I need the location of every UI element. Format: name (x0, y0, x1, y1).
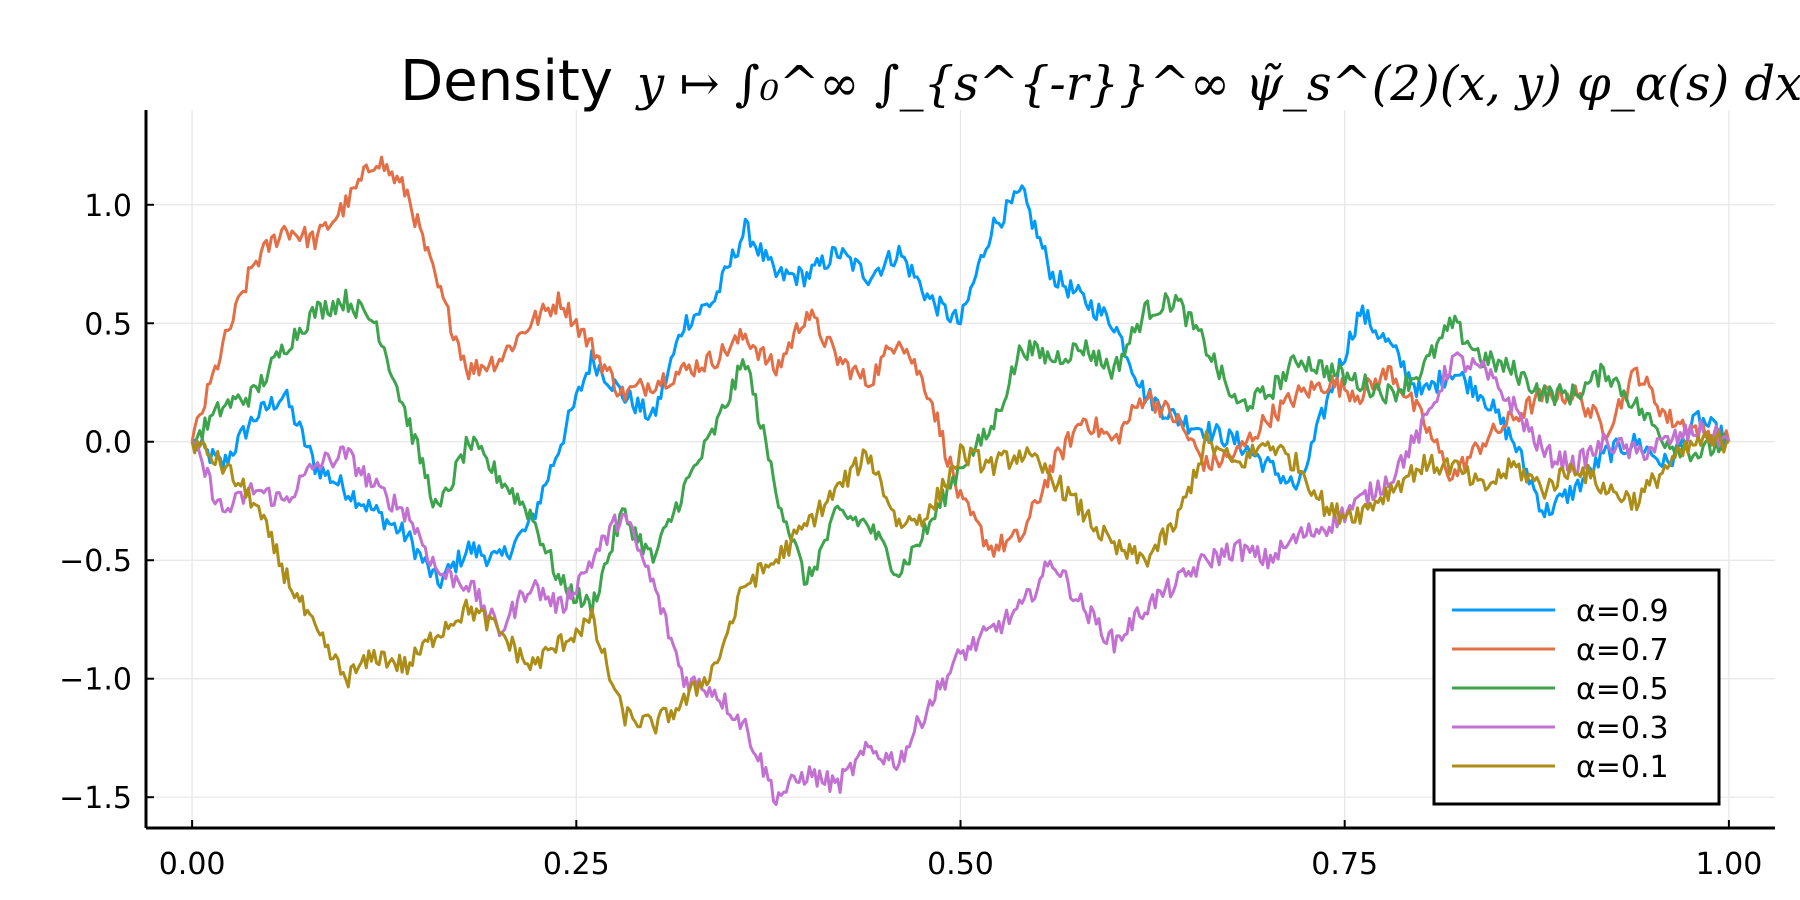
legend-label: α=0.5 (1576, 672, 1669, 707)
series-line-2 (190, 155, 1731, 558)
x-tick-label: 1.00 (1695, 847, 1762, 882)
y-tick-label: −1.0 (59, 663, 132, 698)
x-ticks: 0.00 0.25 0.50 0.75 1.00 (159, 820, 1762, 882)
y-tick-label: 0.0 (84, 426, 132, 461)
legend-label: α=0.9 (1576, 594, 1669, 629)
chart-title: Density y ↦ ∫₀^∞ ∫_{s^{-r}}^∞ ψ̃_s^(2)(x… (400, 49, 1800, 114)
x-tick-label: 0.75 (1311, 847, 1378, 882)
y-tick-label: −1.5 (59, 781, 132, 816)
legend-label: α=0.1 (1576, 750, 1669, 785)
x-tick-label: 0.00 (159, 847, 226, 882)
series-line-5 (190, 430, 1730, 735)
series-line-3 (191, 288, 1730, 619)
legend: α=0.9 α=0.7 α=0.5 α=0.3 α=0.1 (1432, 568, 1721, 806)
series-lines (190, 155, 1731, 807)
title-text: Density (400, 49, 613, 114)
legend-label: α=0.3 (1576, 711, 1669, 746)
y-tick-label: 1.0 (84, 189, 132, 224)
series-line-1 (191, 184, 1731, 590)
series-line-4 (191, 351, 1731, 807)
y-tick-label: −0.5 (59, 544, 132, 579)
y-tick-label: 0.5 (84, 307, 132, 342)
legend-label: α=0.7 (1576, 633, 1669, 668)
x-tick-label: 0.50 (927, 847, 994, 882)
y-ticks: 1.0 0.5 0.0 −0.5 −1.0 −1.5 (59, 189, 154, 816)
title-formula: y ↦ ∫₀^∞ ∫_{s^{-r}}^∞ ψ̃_s^(2)(x, y) φ_α… (635, 56, 1800, 112)
x-tick-label: 0.25 (543, 847, 610, 882)
